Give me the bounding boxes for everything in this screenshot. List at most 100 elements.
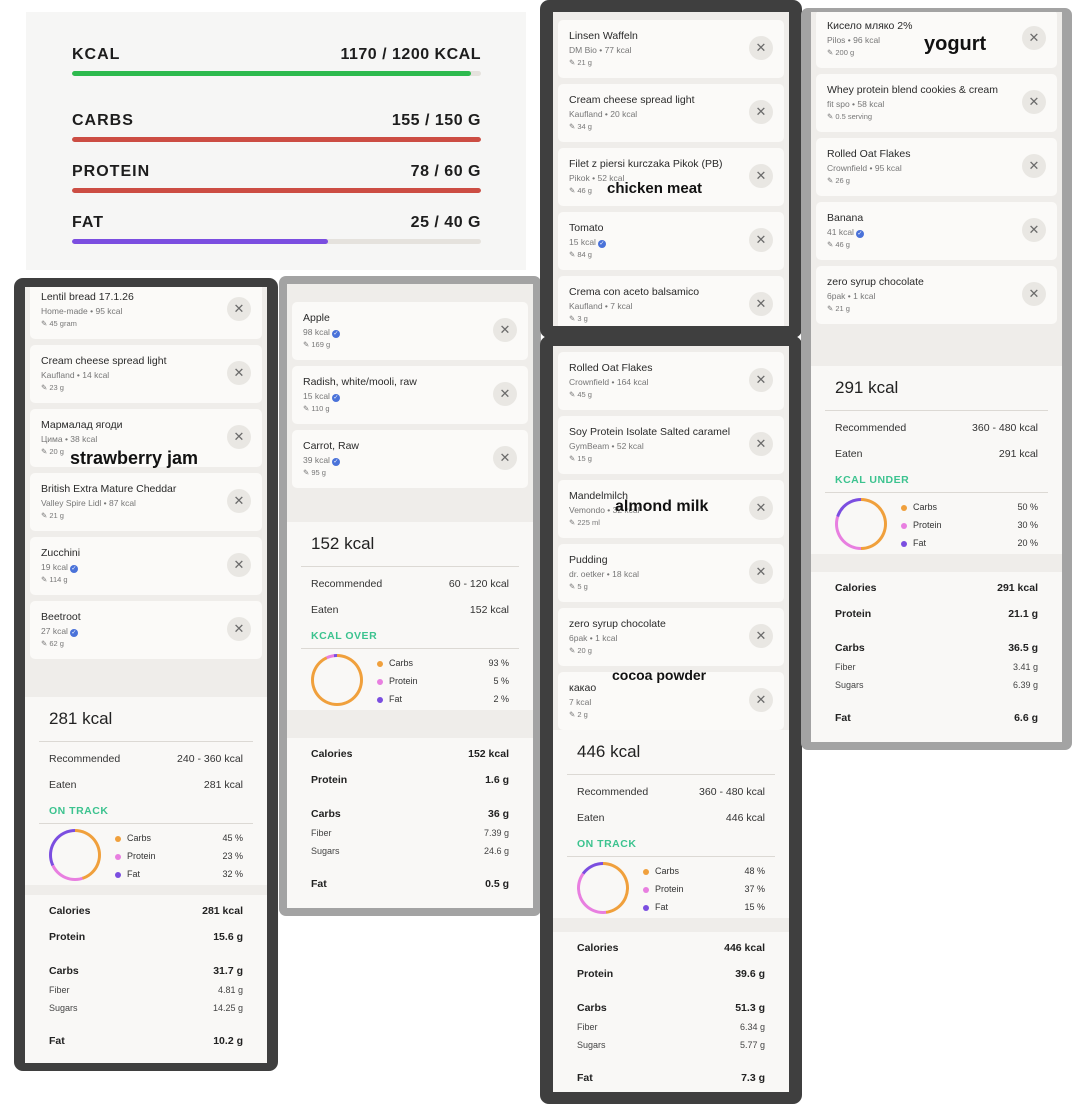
legend-percent: 37 % (744, 884, 765, 894)
quantity-value: 200 g (835, 48, 855, 57)
food-brand-kcal: Pilos • 96 kcal (827, 35, 881, 45)
remove-food-button[interactable]: ✕ (493, 446, 517, 470)
remove-food-button[interactable]: ✕ (1022, 218, 1046, 242)
nutrient-label: Carbs (49, 965, 79, 977)
meal-screen: Rolled Oat Flakes Crownfield • 164 kcal ✎ … (553, 346, 789, 1092)
eaten-value: 291 kcal (998, 448, 1038, 460)
nutrient-label: Calories (835, 582, 877, 594)
food-quantity: ✎ 26 g (827, 176, 850, 185)
remove-food-button[interactable]: ✕ (493, 382, 517, 406)
eaten-label: Eaten (311, 604, 339, 616)
nutrient-value: 4.81 g (217, 985, 243, 995)
remove-food-button[interactable]: ✕ (749, 624, 773, 648)
remove-food-button[interactable]: ✕ (749, 432, 773, 456)
quantity-value: 169 g (311, 340, 331, 349)
macro-donut-chart (835, 498, 887, 550)
meal-kcal-panel: 281 kcal Recommended 240 - 360 kcal Eaten 28… (25, 697, 267, 885)
pencil-icon: ✎ (827, 48, 836, 57)
donut-hole (580, 865, 626, 911)
food-name: Apple (303, 312, 330, 324)
check-badge-icon: ✓ (69, 629, 78, 637)
annotation-label: chicken meat (607, 180, 703, 197)
nutrient-value: 39.6 g (735, 968, 765, 980)
macro-name: FAT (72, 214, 105, 231)
food-quantity: ✎ 15 g (569, 454, 592, 463)
remove-food-button[interactable]: ✕ (749, 100, 773, 124)
nutrient-value: 51.3 g (735, 1002, 765, 1014)
meal-kcal-panel: 291 kcal Recommended 360 - 480 kcal Eaten 29… (811, 366, 1062, 554)
nutrient-value: 21.1 g (1008, 608, 1038, 620)
food-brand-kcal: Vemondo • 32 kcal (569, 505, 640, 515)
remove-food-button[interactable]: ✕ (227, 425, 251, 449)
food-name: Carrot, Raw (303, 440, 360, 452)
remove-food-button[interactable]: ✕ (1022, 282, 1046, 306)
remove-food-button[interactable]: ✕ (493, 318, 517, 342)
food-details: Crownfield • 95 kcal (827, 163, 902, 173)
food-brand-kcal: Kaufland • 20 kcal (569, 109, 638, 119)
pencil-icon: ✎ (41, 319, 50, 328)
legend-fat: Fat 15 % (643, 902, 765, 916)
meal-total-kcal: 446 kcal (577, 742, 641, 761)
food-name: Rolled Oat Flakes (827, 148, 911, 160)
meal-screenshot-frame: Rolled Oat Flakes Crownfield • 164 kcal ✎ … (540, 336, 802, 1104)
legend-name: Protein (127, 851, 156, 861)
quantity-value: 20 g (49, 447, 64, 456)
food-details: 15 kcal ✓ (303, 391, 340, 402)
remove-food-button[interactable]: ✕ (227, 297, 251, 321)
divider (825, 410, 1048, 411)
recommended-label: Recommended (311, 578, 383, 590)
close-icon: ✕ (1028, 94, 1040, 109)
food-item: Beetroot 27 kcal ✓ ✎ 62 g ✕ (30, 601, 262, 659)
remove-food-button[interactable]: ✕ (749, 688, 773, 712)
meal-kcal-panel: 446 kcal Recommended 360 - 480 kcal Eaten 44… (553, 730, 789, 918)
legend-dot (115, 872, 121, 878)
food-name: zero syrup chocolate (569, 618, 666, 630)
macro-value: 155 / 150 G (391, 112, 481, 129)
food-name: Whey protein blend cookies & cream (827, 84, 998, 96)
remove-food-button[interactable]: ✕ (1022, 154, 1046, 178)
close-icon: ✕ (755, 104, 767, 119)
food-quantity: ✎ 21 g (569, 58, 592, 67)
remove-food-button[interactable]: ✕ (749, 368, 773, 392)
food-brand-kcal: Kaufland • 14 kcal (41, 370, 110, 380)
remove-food-button[interactable]: ✕ (749, 560, 773, 584)
remove-food-button[interactable]: ✕ (227, 361, 251, 385)
food-brand-kcal: 7 kcal (569, 697, 592, 707)
close-icon: ✕ (755, 168, 767, 183)
quantity-value: 15 g (577, 454, 592, 463)
food-quantity: ✎ 62 g (41, 639, 64, 648)
legend-dot (115, 836, 121, 842)
divider (567, 856, 775, 857)
remove-food-button[interactable]: ✕ (749, 228, 773, 252)
food-brand-kcal: 6pak • 1 kcal (569, 633, 618, 643)
remove-food-button[interactable]: ✕ (749, 496, 773, 520)
food-item: Carrot, Raw 39 kcal ✓ ✎ 95 g ✕ (292, 430, 528, 488)
legend-dot (643, 887, 649, 893)
remove-food-button[interactable]: ✕ (227, 553, 251, 577)
remove-food-button[interactable]: ✕ (749, 36, 773, 60)
food-name: Banana (827, 212, 864, 224)
legend-percent: 2 % (493, 694, 509, 704)
remove-food-button[interactable]: ✕ (227, 617, 251, 641)
food-quantity: ✎ 21 g (827, 304, 850, 313)
food-item: Pudding dr. oetker • 18 kcal ✎ 5 g ✕ (558, 544, 784, 602)
remove-food-button[interactable]: ✕ (749, 164, 773, 188)
close-icon: ✕ (499, 450, 511, 465)
food-item: zero syrup chocolate 6pak • 1 kcal ✎ 21 g ✕ (816, 266, 1057, 324)
food-brand-kcal: Pikok • 52 kcal (569, 173, 625, 183)
remove-food-button[interactable]: ✕ (1022, 26, 1046, 50)
food-name: Zucchini (41, 547, 81, 559)
remove-food-button[interactable]: ✕ (227, 489, 251, 513)
nutrient-value: 152 kcal (468, 748, 509, 760)
close-icon: ✕ (233, 365, 245, 380)
pencil-icon: ✎ (827, 304, 836, 313)
progress-track (72, 137, 481, 142)
pencil-icon: ✎ (827, 176, 836, 185)
meal-screenshot-frame: Кисело мляко 2% Pilos • 96 kcal ✎ 200 g ✕ Wh… (801, 8, 1072, 750)
food-name: Soy Protein Isolate Salted caramel (569, 426, 731, 438)
annotation-label: yogurt (924, 33, 987, 55)
nutrient-value: 15.6 g (213, 931, 243, 943)
food-item: Mandelmilch Vemondo • 32 kcal ✎ 225 ml ✕ (558, 480, 784, 538)
remove-food-button[interactable]: ✕ (1022, 90, 1046, 114)
remove-food-button[interactable]: ✕ (749, 292, 773, 316)
